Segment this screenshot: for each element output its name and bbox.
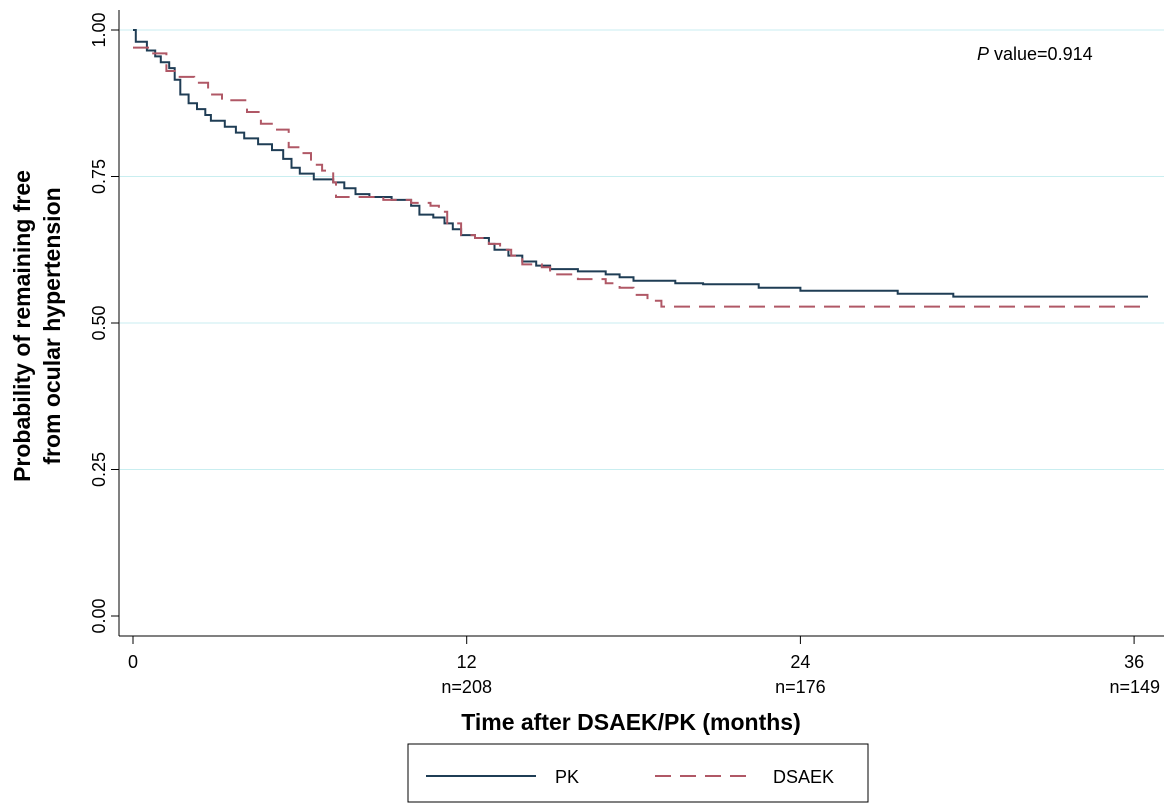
x-axis-title: Time after DSAEK/PK (months): [461, 709, 801, 735]
series-line-dsaek: [133, 46, 1148, 308]
legend: PK DSAEK: [407, 743, 869, 803]
legend-label-pk: PK: [555, 767, 579, 787]
y-axis-title-line1: Probability of remaining free: [9, 170, 35, 482]
p-value-rest: value=0.914: [989, 44, 1093, 64]
series-lines: [133, 29, 1148, 308]
y-tick-label-2: 0.50: [89, 305, 109, 340]
axes: 0.00 0.25 0.50 0.75 1.00 0 12 n=208 24 n=176 36 n=1…: [89, 10, 1164, 697]
series-line-pk: [133, 29, 1148, 298]
p-value-annotation: P value=0.914: [977, 44, 1093, 64]
y-tick-label-0: 0.00: [89, 598, 109, 633]
p-value-italic: P: [977, 44, 989, 64]
y-tick-label-4: 1.00: [89, 12, 109, 47]
y-axis-title-line2: from ocular hypertension: [39, 187, 65, 464]
legend-box: [407, 743, 869, 803]
x-tick-label-1: 12: [457, 652, 477, 672]
x-tick-label-3: 36: [1124, 652, 1144, 672]
legend-label-dsaek: DSAEK: [773, 767, 834, 787]
x-tick-label-0: 0: [128, 652, 138, 672]
gridlines: [120, 29, 1164, 470]
at-risk-label-3: n=149: [1109, 677, 1160, 697]
y-tick-label-3: 0.75: [89, 159, 109, 194]
at-risk-label-1: n=208: [441, 677, 492, 697]
y-tick-label-1: 0.25: [89, 452, 109, 487]
at-risk-label-2: n=176: [775, 677, 826, 697]
x-tick-label-2: 24: [790, 652, 810, 672]
y-axis-title: Probability of remaining free from ocula…: [9, 170, 65, 482]
